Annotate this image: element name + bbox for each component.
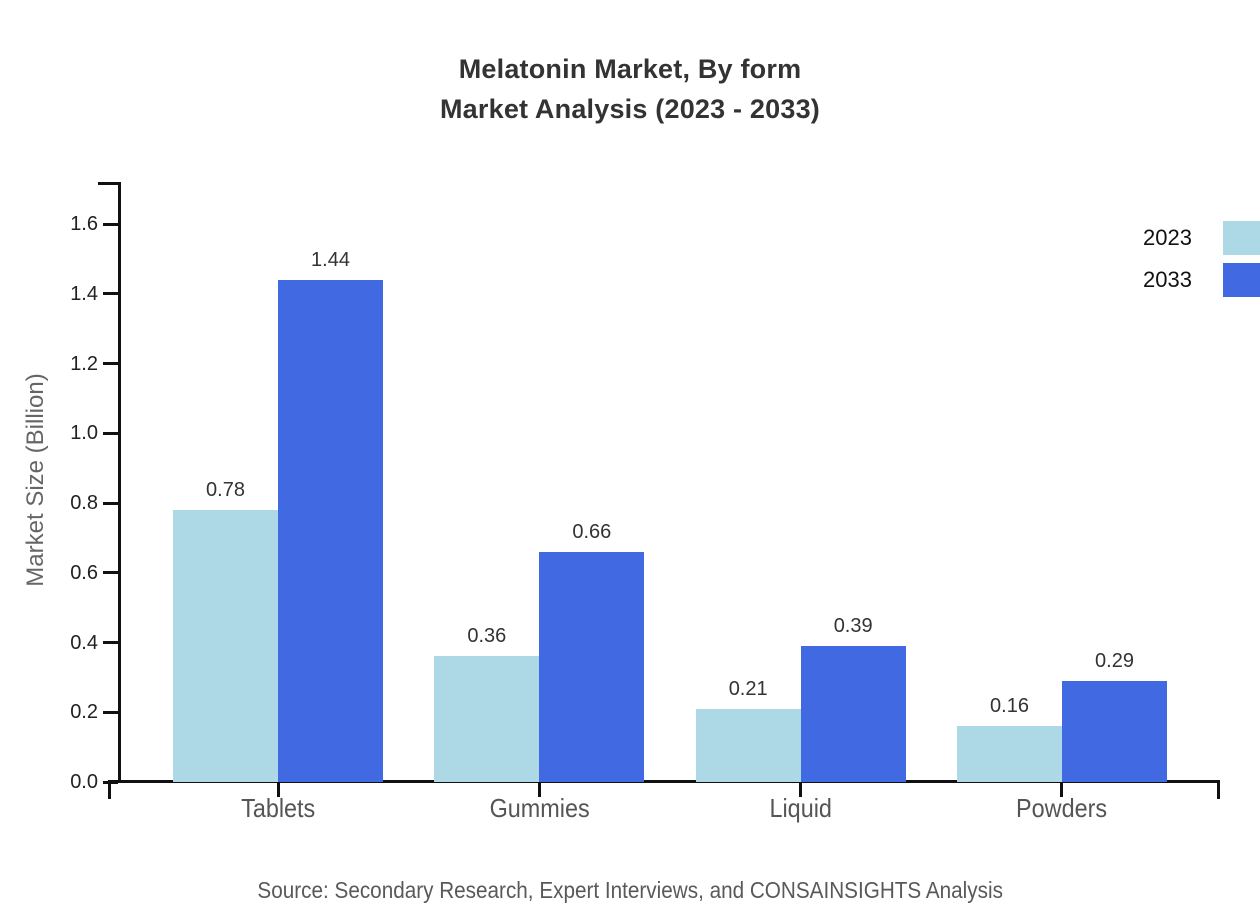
legend-swatch-2033 <box>1223 263 1260 297</box>
x-category-label-liquid: Liquid <box>671 793 931 823</box>
y-tick-1.6 <box>103 222 118 226</box>
y-tick-0.8 <box>103 501 118 505</box>
bar-2033-powders <box>1061 681 1167 782</box>
value-label-2033-gummies: 0.66 <box>572 521 612 543</box>
x-category-label-tablets: Tablets <box>148 793 408 823</box>
legend-label-2033: 2033 <box>1143 267 1192 292</box>
x-tick-gummies <box>537 783 541 797</box>
y-axis-spine <box>118 182 121 783</box>
value-label-2033-powders: 0.29 <box>1095 650 1134 672</box>
x-tick-tablets <box>276 783 280 797</box>
x-axis-right-cap <box>1217 780 1220 799</box>
value-label-2033-tablets: 1.44 <box>311 249 350 271</box>
y-tick-1.4 <box>103 292 118 296</box>
value-label-2023-powders: 0.16 <box>990 695 1029 717</box>
x-category-label-tablets-text: Tablets <box>240 793 316 823</box>
x-category-label-gummies-text: Gummies <box>489 793 590 823</box>
y-tick-0.0 <box>103 780 118 784</box>
legend-label-2023: 2023 <box>1143 225 1192 250</box>
bar-2023-gummies <box>434 656 540 782</box>
y-tick-label-0.8: 0.8 <box>70 492 98 514</box>
x-category-label-liquid-text: Liquid <box>769 793 832 823</box>
legend-item-2023: 2023 <box>1143 221 1260 255</box>
bar-2023-liquid <box>695 709 801 782</box>
bar-2033-liquid <box>800 646 906 782</box>
source-attribution-text: Source: Secondary Research, Expert Inter… <box>257 877 1003 903</box>
chart-title-line1: Melatonin Market, By form <box>458 54 802 84</box>
x-tick-powders <box>1060 783 1064 797</box>
y-tick-label-1.6: 1.6 <box>70 213 98 235</box>
value-label-2033-liquid: 0.39 <box>833 615 873 637</box>
legend-item-2033: 2033 <box>1143 263 1260 297</box>
y-tick-label-0.4: 0.4 <box>70 631 98 654</box>
source-attribution: Source: Secondary Research, Expert Inter… <box>0 877 1260 904</box>
bar-2033-gummies <box>539 552 645 782</box>
y-tick-label-1.4: 1.4 <box>70 282 98 305</box>
y-axis-top-cap <box>98 182 118 185</box>
value-label-2023-tablets: 0.78 <box>206 479 245 501</box>
x-axis-left-cap <box>108 780 111 799</box>
y-tick-label-0.0: 0.0 <box>70 771 98 793</box>
y-tick-label-0.2: 0.2 <box>70 701 98 724</box>
y-tick-label-1.2: 1.2 <box>70 352 98 375</box>
x-category-label-powders-text: Powders <box>1016 793 1108 823</box>
y-tick-label-0.6: 0.6 <box>70 561 98 584</box>
bar-2033-tablets <box>278 280 383 782</box>
y-tick-0.4 <box>103 641 118 644</box>
x-category-label-powders: Powders <box>932 793 1192 823</box>
legend: 2023 2033 <box>1143 221 1260 297</box>
y-tick-1.2 <box>103 362 118 365</box>
x-axis-spine <box>108 780 1220 783</box>
x-tick-liquid <box>799 783 803 797</box>
bar-2023-powders <box>956 726 1062 782</box>
x-category-label-gummies: Gummies <box>409 793 669 823</box>
y-tick-1.0 <box>103 431 118 435</box>
y-tick-0.6 <box>103 571 118 575</box>
value-label-2023-gummies: 0.36 <box>467 625 507 647</box>
y-tick-0.2 <box>103 710 118 714</box>
chart-title: Melatonin Market, By form Market Analysi… <box>0 49 1260 129</box>
value-label-2023-liquid: 0.21 <box>728 678 768 700</box>
y-tick-label-1.0: 1.0 <box>70 422 98 445</box>
chart-title-line2: Market Analysis (2023 - 2033) <box>439 94 820 124</box>
legend-swatch-2023 <box>1223 221 1260 255</box>
bar-2023-tablets <box>173 510 278 782</box>
